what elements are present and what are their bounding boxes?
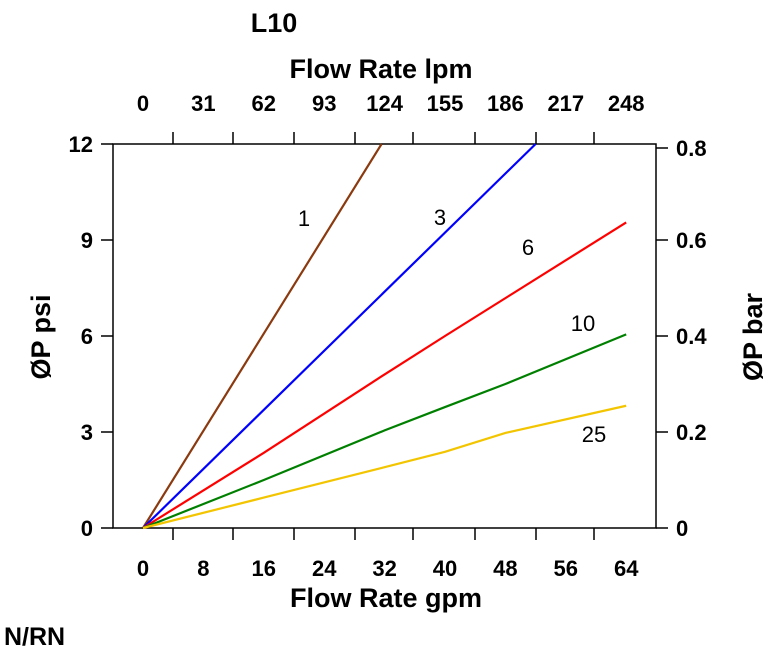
x-tick-label: 8 <box>197 556 209 581</box>
y2-tick-label: 0 <box>676 516 688 541</box>
series-line-25 <box>142 404 627 530</box>
series-label-25: 25 <box>582 422 606 447</box>
x-tick-label: 64 <box>614 556 639 581</box>
x2-tick-label: 124 <box>366 91 403 116</box>
x2-tick-label: 217 <box>547 91 584 116</box>
x-tick-label: 16 <box>252 556 276 581</box>
series-line-1 <box>142 143 383 529</box>
x-tick-label: 0 <box>137 556 149 581</box>
x-tick-label: 40 <box>433 556 457 581</box>
x-tick-label: 24 <box>312 556 337 581</box>
plot-frame <box>112 143 657 529</box>
series-line-10 <box>142 333 627 530</box>
x-tick-label: 48 <box>493 556 517 581</box>
y2-tick-label: 0.6 <box>676 228 707 253</box>
y2-tick-label: 0.4 <box>676 324 707 349</box>
x2-tick-label: 186 <box>487 91 524 116</box>
x2-tick-label: 0 <box>137 91 149 116</box>
y2-tick-label: 0.8 <box>676 136 707 161</box>
y-tick-label: 0 <box>81 516 93 541</box>
chart-title: L10 <box>251 8 298 38</box>
series-line-6 <box>142 221 627 529</box>
x2-tick-label: 155 <box>427 91 464 116</box>
series-label-3: 3 <box>434 205 446 230</box>
series-label-10: 10 <box>571 311 595 336</box>
y-tick-label: 6 <box>81 324 93 349</box>
y-tick-label: 9 <box>81 228 93 253</box>
series-label-1: 1 <box>298 206 310 231</box>
left-axis-label: ØP psi <box>26 294 56 379</box>
series-label-6: 6 <box>522 235 534 260</box>
y-tick-label: 3 <box>81 420 93 445</box>
bottom-axis-label: Flow Rate gpm <box>290 583 482 613</box>
x2-tick-label: 93 <box>312 91 336 116</box>
x2-tick-label: 62 <box>252 91 276 116</box>
model-caption: N/RN <box>4 623 65 648</box>
y-tick-label: 12 <box>69 132 93 157</box>
x-tick-label: 56 <box>554 556 578 581</box>
x2-tick-label: 31 <box>191 91 215 116</box>
right-axis-label: ØP bar <box>738 292 768 381</box>
top-axis-label: Flow Rate lpm <box>289 54 472 84</box>
y2-tick-label: 0.2 <box>676 420 707 445</box>
x-tick-label: 32 <box>372 556 396 581</box>
series-line-3 <box>142 143 537 529</box>
x2-tick-label: 248 <box>608 91 645 116</box>
